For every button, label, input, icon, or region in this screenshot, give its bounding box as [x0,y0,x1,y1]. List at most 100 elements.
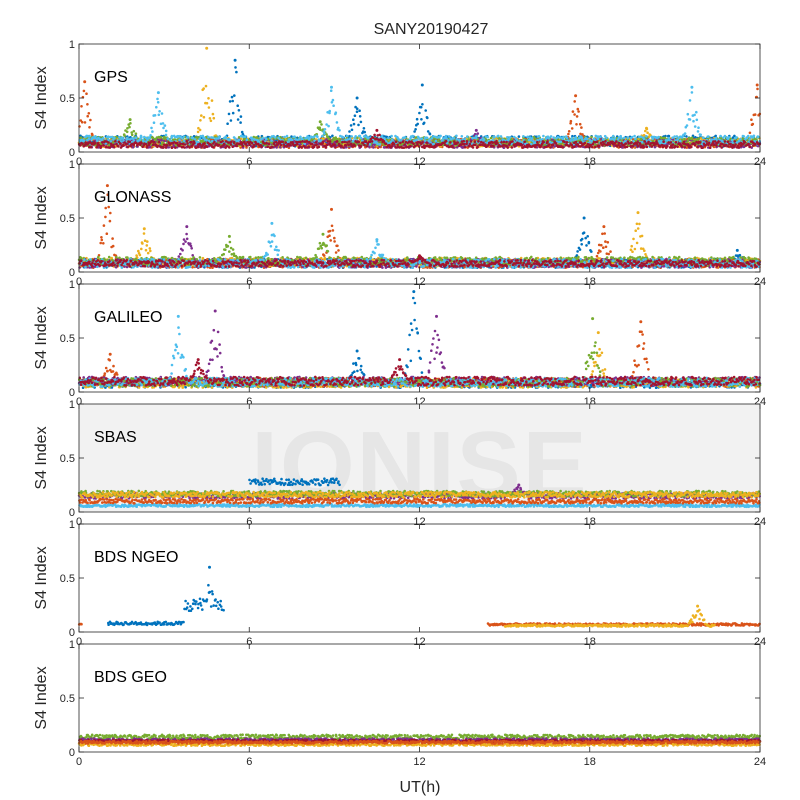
data-point [556,135,560,139]
data-point [567,130,571,133]
data-point [650,145,654,148]
data-point [316,135,319,138]
data-point [328,140,332,143]
data-point [468,142,472,146]
data-point [234,66,237,69]
data-point [345,134,349,138]
data-point [348,134,351,138]
data-point [693,113,696,117]
data-point [510,146,514,149]
data-point [575,137,578,141]
data-point [208,117,212,120]
data-point [373,133,376,137]
data-point [465,140,469,143]
data-point [174,146,177,149]
data-point [357,140,361,144]
data-point [142,139,145,143]
data-point [605,136,608,140]
data-point [630,135,634,139]
data-point [688,118,692,121]
data-point [78,125,81,128]
data-point [227,112,231,116]
data-point [79,144,82,147]
data-point [236,118,240,121]
data-point [496,134,500,138]
data-point [421,141,424,144]
data-point [675,135,679,138]
data-point [502,140,506,144]
data-point [231,99,234,103]
data-point [81,142,84,146]
data-point [155,105,158,109]
data-point [490,144,493,148]
data-point [378,143,382,146]
data-point [293,135,296,138]
data-point [324,146,328,149]
data-point [569,119,573,123]
data-point [414,128,417,131]
data-point [331,134,334,138]
data-point [160,112,164,115]
data-point [231,145,234,148]
data-point [114,140,117,143]
data-point [642,133,646,137]
data-point [89,118,92,122]
data-point [140,141,143,145]
data-point [399,141,402,145]
data-point [178,138,181,142]
data-point [617,141,621,145]
data-point [266,145,270,148]
data-point [536,140,539,144]
data-point [449,141,452,144]
data-point [329,89,333,92]
data-point [202,87,205,90]
data-point [666,144,669,148]
data-point [424,109,428,112]
data-point [270,139,273,142]
data-point [156,97,159,101]
data-point [645,145,649,149]
data-point [337,126,340,130]
data-point [645,135,648,138]
data-point [746,134,750,138]
data-point [221,140,224,143]
data-point [549,146,552,149]
data-point [739,137,742,141]
data-point [239,121,242,124]
spike-point [205,46,209,50]
data-point [333,143,336,147]
data-point [283,135,286,139]
data-point [646,131,649,134]
data-point [690,145,693,149]
spike-point [83,80,87,84]
data-point [355,107,359,110]
data-point [235,70,238,74]
data-point [499,135,503,138]
data-point [690,91,694,94]
data-point [186,136,190,139]
data-point [213,140,216,144]
data-point [307,145,311,148]
data-point [562,135,565,139]
data-point [680,145,684,148]
data-point [371,136,375,139]
data-point [335,121,339,124]
data-point [301,140,304,143]
spike-point [318,120,322,124]
data-point [271,146,274,149]
data-point [312,135,316,138]
data-point [281,140,285,143]
data-point [571,110,575,113]
data-point [178,144,181,148]
data-point [353,114,357,117]
data-point [456,141,460,144]
data-point [500,141,503,144]
data-point [152,140,156,144]
data-point [80,120,84,124]
data-point [466,135,469,138]
data-point [164,146,168,149]
data-point [109,140,113,143]
data-point [580,126,583,129]
data-point [113,136,116,140]
